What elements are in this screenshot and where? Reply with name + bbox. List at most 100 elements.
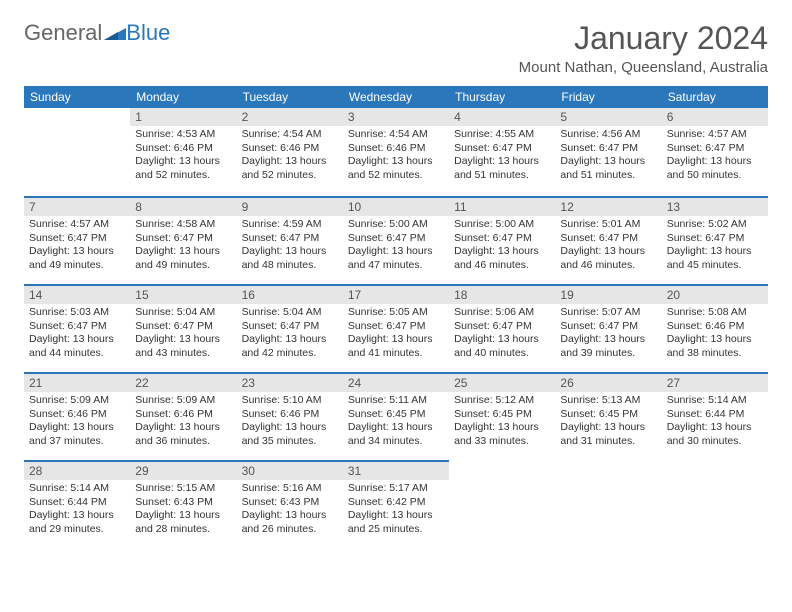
day-number: 11 bbox=[449, 196, 555, 216]
calendar-day-cell: 2 Sunrise: 4:54 AMSunset: 6:46 PMDaylight… bbox=[237, 108, 343, 196]
daylight-line: Daylight: 13 hours and 42 minutes. bbox=[242, 333, 338, 360]
daylight-line: Daylight: 13 hours and 26 minutes. bbox=[242, 509, 338, 536]
sunset-line: Sunset: 6:47 PM bbox=[560, 320, 656, 334]
daylight-line: Daylight: 13 hours and 49 minutes. bbox=[135, 245, 231, 272]
daylight-line: Daylight: 13 hours and 41 minutes. bbox=[348, 333, 444, 360]
sunset-line: Sunset: 6:47 PM bbox=[667, 232, 763, 246]
daylight-line: Daylight: 13 hours and 38 minutes. bbox=[667, 333, 763, 360]
calendar-day-cell: 31Sunrise: 5:17 AMSunset: 6:42 PMDayligh… bbox=[343, 460, 449, 548]
logo: General Blue bbox=[24, 20, 170, 46]
sunrise-line: Sunrise: 5:04 AM bbox=[242, 306, 338, 320]
sunrise-line: Sunrise: 5:14 AM bbox=[667, 394, 763, 408]
daylight-line: Daylight: 13 hours and 52 minutes. bbox=[348, 155, 444, 182]
calendar-week-row: 1Sunrise: 4:53 AMSunset: 6:46 PMDaylight… bbox=[24, 108, 768, 196]
daylight-line: Daylight: 13 hours and 39 minutes. bbox=[560, 333, 656, 360]
daylight-line: Daylight: 13 hours and 40 minutes. bbox=[454, 333, 550, 360]
sunrise-line: Sunrise: 5:09 AM bbox=[29, 394, 125, 408]
sunset-line: Sunset: 6:46 PM bbox=[242, 142, 338, 156]
day-details: Sunrise: 4:57 AMSunset: 6:47 PMDaylight:… bbox=[662, 126, 768, 185]
page-header: General Blue January 2024 Mount Nathan, … bbox=[24, 20, 768, 76]
day-details: Sunrise: 5:06 AMSunset: 6:47 PMDaylight:… bbox=[449, 304, 555, 363]
location-label: Mount Nathan, Queensland, Australia bbox=[519, 59, 768, 76]
day-number: 8 bbox=[130, 196, 236, 216]
day-details: Sunrise: 4:56 AMSunset: 6:47 PMDaylight:… bbox=[555, 126, 661, 185]
calendar-day-cell: 13Sunrise: 5:02 AMSunset: 6:47 PMDayligh… bbox=[662, 196, 768, 284]
sunset-line: Sunset: 6:45 PM bbox=[454, 408, 550, 422]
sunrise-line: Sunrise: 5:14 AM bbox=[29, 482, 125, 496]
sunset-line: Sunset: 6:42 PM bbox=[348, 496, 444, 510]
day-number: 5 bbox=[555, 108, 661, 126]
day-details: Sunrise: 5:07 AMSunset: 6:47 PMDaylight:… bbox=[555, 304, 661, 363]
calendar-day-cell: 28Sunrise: 5:14 AMSunset: 6:44 PMDayligh… bbox=[24, 460, 130, 548]
calendar-day-cell: 5Sunrise: 4:56 AMSunset: 6:47 PMDaylight… bbox=[555, 108, 661, 196]
sunset-line: Sunset: 6:46 PM bbox=[348, 142, 444, 156]
sunset-line: Sunset: 6:47 PM bbox=[135, 320, 231, 334]
daylight-line: Daylight: 13 hours and 52 minutes. bbox=[242, 155, 338, 182]
day-number: 7 bbox=[24, 196, 130, 216]
calendar-day-cell: 26Sunrise: 5:13 AMSunset: 6:45 PMDayligh… bbox=[555, 372, 661, 460]
sunrise-line: Sunrise: 4:58 AM bbox=[135, 218, 231, 232]
calendar-day-cell bbox=[24, 108, 130, 196]
calendar-day-cell: 20Sunrise: 5:08 AMSunset: 6:46 PMDayligh… bbox=[662, 284, 768, 372]
sunset-line: Sunset: 6:46 PM bbox=[135, 142, 231, 156]
day-details: Sunrise: 4:53 AMSunset: 6:46 PMDaylight:… bbox=[130, 126, 236, 185]
daylight-line: Daylight: 13 hours and 33 minutes. bbox=[454, 421, 550, 448]
sunrise-line: Sunrise: 5:13 AM bbox=[560, 394, 656, 408]
day-details: Sunrise: 5:10 AMSunset: 6:46 PMDaylight:… bbox=[237, 392, 343, 451]
calendar-day-cell: 21Sunrise: 5:09 AMSunset: 6:46 PMDayligh… bbox=[24, 372, 130, 460]
day-number: 29 bbox=[130, 460, 236, 480]
day-number: 31 bbox=[343, 460, 449, 480]
weekday-header: Wednesday bbox=[343, 86, 449, 108]
day-number: 26 bbox=[555, 372, 661, 392]
sunset-line: Sunset: 6:47 PM bbox=[560, 232, 656, 246]
day-number: 22 bbox=[130, 372, 236, 392]
daylight-line: Daylight: 13 hours and 43 minutes. bbox=[135, 333, 231, 360]
sunset-line: Sunset: 6:47 PM bbox=[454, 320, 550, 334]
sunrise-line: Sunrise: 5:01 AM bbox=[560, 218, 656, 232]
calendar-page: General Blue January 2024 Mount Nathan, … bbox=[0, 0, 792, 568]
calendar-day-cell: 12Sunrise: 5:01 AMSunset: 6:47 PMDayligh… bbox=[555, 196, 661, 284]
sunset-line: Sunset: 6:45 PM bbox=[560, 408, 656, 422]
calendar-day-cell: 23Sunrise: 5:10 AMSunset: 6:46 PMDayligh… bbox=[237, 372, 343, 460]
daylight-line: Daylight: 13 hours and 35 minutes. bbox=[242, 421, 338, 448]
daylight-line: Daylight: 13 hours and 45 minutes. bbox=[667, 245, 763, 272]
weekday-header: Sunday bbox=[24, 86, 130, 108]
calendar-day-cell: 16Sunrise: 5:04 AMSunset: 6:47 PMDayligh… bbox=[237, 284, 343, 372]
sunset-line: Sunset: 6:47 PM bbox=[560, 142, 656, 156]
title-block: January 2024 Mount Nathan, Queensland, A… bbox=[519, 20, 768, 76]
sunset-line: Sunset: 6:46 PM bbox=[29, 408, 125, 422]
day-number: 2 bbox=[237, 108, 343, 126]
day-details: Sunrise: 5:02 AMSunset: 6:47 PMDaylight:… bbox=[662, 216, 768, 275]
calendar-day-cell: 1Sunrise: 4:53 AMSunset: 6:46 PMDaylight… bbox=[130, 108, 236, 196]
day-details: Sunrise: 4:58 AMSunset: 6:47 PMDaylight:… bbox=[130, 216, 236, 275]
sunrise-line: Sunrise: 5:09 AM bbox=[135, 394, 231, 408]
daylight-line: Daylight: 13 hours and 52 minutes. bbox=[135, 155, 231, 182]
sunset-line: Sunset: 6:43 PM bbox=[135, 496, 231, 510]
sunrise-line: Sunrise: 4:54 AM bbox=[242, 128, 338, 142]
day-details: Sunrise: 4:55 AMSunset: 6:47 PMDaylight:… bbox=[449, 126, 555, 185]
month-title: January 2024 bbox=[519, 20, 768, 57]
calendar-table: Sunday Monday Tuesday Wednesday Thursday… bbox=[24, 86, 768, 548]
weekday-header: Thursday bbox=[449, 86, 555, 108]
sunset-line: Sunset: 6:46 PM bbox=[242, 408, 338, 422]
daylight-line: Daylight: 13 hours and 48 minutes. bbox=[242, 245, 338, 272]
calendar-day-cell: 9Sunrise: 4:59 AMSunset: 6:47 PMDaylight… bbox=[237, 196, 343, 284]
day-details: Sunrise: 5:13 AMSunset: 6:45 PMDaylight:… bbox=[555, 392, 661, 451]
calendar-day-cell bbox=[662, 460, 768, 548]
day-number: 19 bbox=[555, 284, 661, 304]
calendar-day-cell bbox=[555, 460, 661, 548]
sunrise-line: Sunrise: 5:10 AM bbox=[242, 394, 338, 408]
day-number: 12 bbox=[555, 196, 661, 216]
weekday-header-row: Sunday Monday Tuesday Wednesday Thursday… bbox=[24, 86, 768, 108]
day-details: Sunrise: 5:09 AMSunset: 6:46 PMDaylight:… bbox=[24, 392, 130, 451]
sunrise-line: Sunrise: 5:05 AM bbox=[348, 306, 444, 320]
sunset-line: Sunset: 6:47 PM bbox=[348, 320, 444, 334]
day-details: Sunrise: 5:03 AMSunset: 6:47 PMDaylight:… bbox=[24, 304, 130, 363]
daylight-line: Daylight: 13 hours and 37 minutes. bbox=[29, 421, 125, 448]
day-number: 15 bbox=[130, 284, 236, 304]
calendar-day-cell: 8Sunrise: 4:58 AMSunset: 6:47 PMDaylight… bbox=[130, 196, 236, 284]
calendar-day-cell: 19Sunrise: 5:07 AMSunset: 6:47 PMDayligh… bbox=[555, 284, 661, 372]
daylight-line: Daylight: 13 hours and 46 minutes. bbox=[454, 245, 550, 272]
day-number: 18 bbox=[449, 284, 555, 304]
sunrise-line: Sunrise: 5:03 AM bbox=[29, 306, 125, 320]
